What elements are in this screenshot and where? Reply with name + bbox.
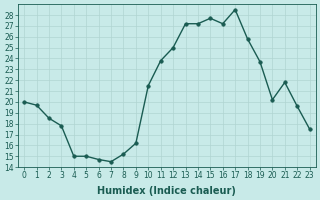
X-axis label: Humidex (Indice chaleur): Humidex (Indice chaleur) (98, 186, 236, 196)
